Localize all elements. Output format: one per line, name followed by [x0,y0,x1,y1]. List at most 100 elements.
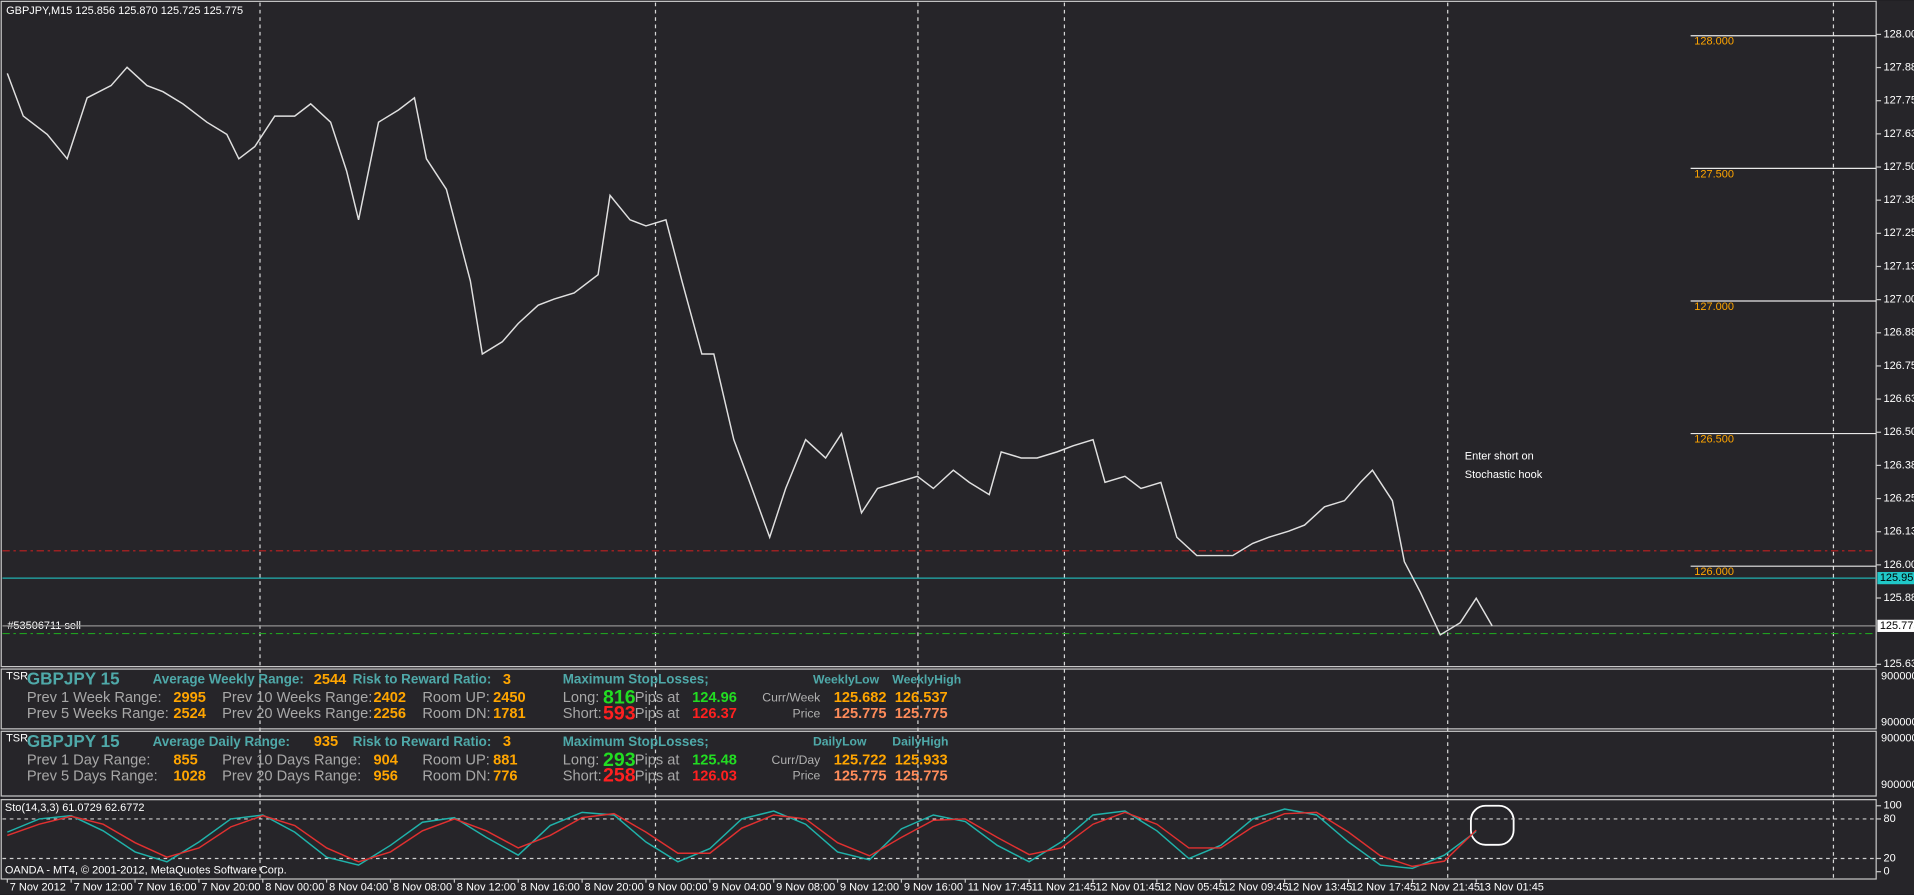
x-tick-label: 12 Nov 01:45 [1095,881,1160,893]
x-tick-label: 13 Nov 01:45 [1479,881,1544,893]
row-item: 125.48 [692,752,737,768]
row-item: 593 [603,702,636,724]
price-label-box [1877,619,1914,632]
panel-axis-label: 9000000 [1881,733,1914,745]
stochastic-title: Sto(14,3,3) 61.0729 62.6772 [5,802,145,814]
row-item: Pips at [635,706,680,722]
row-item: 1781 [493,706,526,722]
series-line [7,811,1477,868]
y-tick-label: 126.005 [1883,559,1914,571]
row-item: Prev 1 Week Range: [27,690,162,706]
y-tick-label: 127.880 [1883,61,1914,73]
row-item: Price [793,706,821,720]
header-item: DailyLow [813,735,867,749]
y-tick-label: 80 [1883,813,1895,825]
panel-axis-label: 9000000 [1881,779,1914,791]
row-item: Prev 20 Weeks Range: [222,706,372,722]
row-item: Prev 1 Day Range: [27,752,151,768]
round-level-label: 127.500 [1694,168,1734,180]
row-item: 125.775 [895,768,948,784]
symbol: GBPJPY 15 [27,670,120,689]
x-tick-label: 8 Nov 20:00 [585,881,644,893]
row-item: 956 [374,768,398,784]
tsr-label: TSR [6,670,28,682]
x-tick-label: 12 Nov 05:45 [1159,881,1224,893]
header-item: 3 [503,672,511,688]
row-item: 2256 [374,706,407,722]
x-tick-label: 12 Nov 21:45 [1415,881,1480,893]
hook-circle [1469,804,1515,846]
row-item: Pips at [635,768,680,784]
row-item: Prev 5 Days Range: [27,768,158,784]
y-tick-label: 128.005 [1883,28,1914,40]
x-tick-label: 9 Nov 12:00 [840,881,899,893]
row-item: Prev 10 Weeks Range: [222,690,372,706]
row-item: 125.682 [834,690,887,706]
y-tick-label: 0 [1883,866,1889,878]
round-level-label: 127.000 [1694,301,1734,313]
row-item: 816 [603,687,636,709]
row-item: Curr/Day [772,753,822,767]
row-item: 904 [374,752,399,768]
chart-title: GBPJPY,M15 125.856 125.870 125.725 125.7… [6,5,243,17]
x-tick-label: 9 Nov 16:00 [904,881,963,893]
header-item: Risk to Reward Ratio: [353,734,492,749]
x-tick-label: 9 Nov 08:00 [776,881,835,893]
y-tick-label: 126.505 [1883,426,1914,438]
header-item: Maximum StopLosses; [563,734,709,749]
row-item: 2524 [173,706,206,722]
x-tick-label: 9 Nov 04:00 [712,881,771,893]
row-item: Pips at [635,752,680,768]
row-item: 776 [493,768,517,784]
row-item: Room DN: [422,768,490,784]
tsr-label: TSR [6,733,28,745]
row-item: 124.96 [692,690,737,706]
x-tick-label: 9 Nov 00:00 [648,881,707,893]
row-item: 2450 [493,690,526,706]
row-item: Long: [563,752,600,768]
x-tick-label: 11 Nov 17:45 [968,881,1032,893]
row-item: 125.775 [834,706,887,722]
row-item: Pips at [635,690,680,706]
series-line [6,66,1493,636]
row-item: 2402 [374,690,407,706]
row-item: 855 [173,752,197,768]
row-item: 126.537 [895,690,948,706]
row-item: 293 [603,749,636,771]
row-item: Short: [563,768,602,784]
x-tick-label: 7 Nov 2012 [10,881,66,893]
row-item: 125.933 [895,752,948,768]
y-tick-label: 127.630 [1883,128,1914,140]
header-item: Risk to Reward Ratio: [353,672,492,687]
row-item: Curr/Week [762,691,821,705]
header-item: DailyHigh [892,735,948,749]
row-item: Prev 10 Days Range: [222,752,361,768]
x-tick-label: 12 Nov 17:45 [1351,881,1416,893]
row-item: 1028 [173,768,206,784]
y-tick-label: 126.130 [1883,526,1914,538]
header-item: Maximum StopLosses; [563,672,709,687]
y-tick-label: 127.505 [1883,161,1914,173]
y-tick-label: 20 [1883,852,1895,864]
y-tick-label: 127.005 [1883,294,1914,306]
price-label: 125.955 [1880,572,1914,584]
y-tick-label: 125.630 [1883,658,1914,670]
row-item: Short: [563,706,602,722]
x-tick-label: 8 Nov 16:00 [521,881,580,893]
row-item: Prev 5 Weeks Range: [27,706,169,722]
y-tick-label: 126.255 [1883,492,1914,504]
stochastic-panel [0,799,1877,880]
y-tick-label: 126.380 [1883,459,1914,471]
y-tick-label: 127.255 [1883,227,1914,239]
round-level-label: 128.000 [1694,36,1734,48]
y-tick-label: 126.630 [1883,393,1914,405]
header-item: 3 [503,734,511,750]
x-tick-label: 7 Nov 12:00 [74,881,133,893]
row-item: 125.775 [834,768,887,784]
series-line [7,808,1477,870]
panel-axis-label: 9000000 [1881,717,1914,729]
row-item: 2995 [173,690,206,706]
row-item: Price [793,769,821,783]
